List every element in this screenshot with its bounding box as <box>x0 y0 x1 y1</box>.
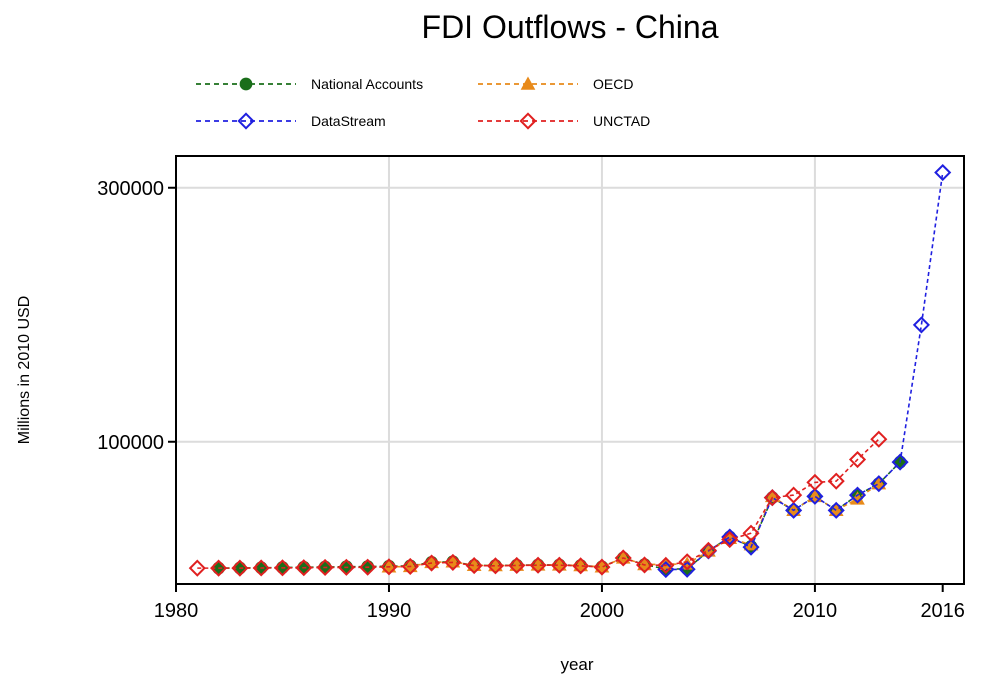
legend-marker <box>237 112 255 130</box>
data-point <box>635 556 654 574</box>
legend-label: OECD <box>593 76 633 92</box>
data-point <box>273 559 292 577</box>
data-point <box>870 475 888 493</box>
data-point <box>742 524 760 542</box>
y-axis-label: Millions in 2010 USD <box>16 296 33 445</box>
legend-item: National Accounts <box>196 76 423 92</box>
data-point <box>764 488 780 503</box>
data-point <box>763 489 781 507</box>
plot-area <box>176 156 964 584</box>
data-point <box>359 558 377 576</box>
x-tick-label: 1980 <box>154 600 199 622</box>
series-unctad <box>188 430 888 577</box>
data-point <box>509 557 525 571</box>
x-tick-label: 2000 <box>580 600 625 622</box>
x-tick-label: 1990 <box>367 600 412 622</box>
data-point <box>550 556 568 574</box>
x-tick-label: 2016 <box>920 600 965 622</box>
data-point <box>572 557 590 575</box>
data-point <box>508 556 526 575</box>
legend: National Accounts OECD DataStream UNCTAD <box>196 76 650 130</box>
data-point <box>573 558 588 572</box>
data-point <box>891 453 909 471</box>
data-point <box>614 549 632 567</box>
legend-marker <box>519 112 537 130</box>
data-point <box>870 430 888 448</box>
data-point <box>488 558 503 572</box>
data-point <box>401 557 419 576</box>
y-tick-label: 300000 <box>97 178 164 200</box>
legend-label: UNCTAD <box>593 113 650 129</box>
legend-label: National Accounts <box>311 76 423 92</box>
data-point <box>678 560 696 578</box>
legend-label: DataStream <box>311 113 386 129</box>
data-point <box>210 559 228 577</box>
x-axis-label: year <box>560 655 593 674</box>
data-point <box>785 501 803 519</box>
data-point <box>337 558 355 576</box>
data-point <box>424 554 439 569</box>
data-point <box>934 163 952 182</box>
data-point <box>252 559 270 577</box>
chart-title: FDI Outflows - China <box>422 9 719 45</box>
legend-item: OECD <box>478 76 633 92</box>
data-point <box>637 557 652 571</box>
data-point <box>785 486 803 504</box>
grid <box>175 156 964 584</box>
legend-marker <box>520 76 536 90</box>
data-point <box>593 558 611 576</box>
legend-item: DataStream <box>196 112 386 130</box>
x-axis: 1980 1990 2000 2010 2016 <box>154 584 965 622</box>
data-point <box>529 556 547 574</box>
data-point <box>848 450 867 469</box>
data-point <box>445 554 461 568</box>
data-point <box>295 559 313 577</box>
data-point <box>699 541 717 559</box>
data-point <box>316 558 334 577</box>
data-point <box>188 559 206 577</box>
data-point <box>806 473 824 491</box>
data-point <box>657 556 675 574</box>
data-point <box>486 557 505 575</box>
data-point <box>848 486 867 504</box>
data-point <box>444 553 462 571</box>
data-point <box>231 559 249 577</box>
data-point <box>912 316 930 334</box>
legend-marker <box>239 77 253 91</box>
data-point <box>806 487 824 505</box>
data-point <box>827 472 845 490</box>
series-group <box>188 163 952 579</box>
data-point <box>742 538 760 556</box>
data-point <box>530 557 546 571</box>
data-point <box>465 557 483 575</box>
legend-item: UNCTAD <box>478 112 650 130</box>
data-point <box>721 528 739 546</box>
y-tick-label: 100000 <box>97 432 164 454</box>
data-point <box>552 557 567 571</box>
data-point <box>678 553 696 571</box>
y-axis: 100000 300000 <box>97 178 176 454</box>
data-point <box>827 501 845 519</box>
data-point <box>380 558 398 576</box>
data-point <box>423 554 441 572</box>
x-tick-label: 2010 <box>793 600 838 622</box>
data-point <box>721 530 739 549</box>
plot-frame <box>175 155 965 585</box>
